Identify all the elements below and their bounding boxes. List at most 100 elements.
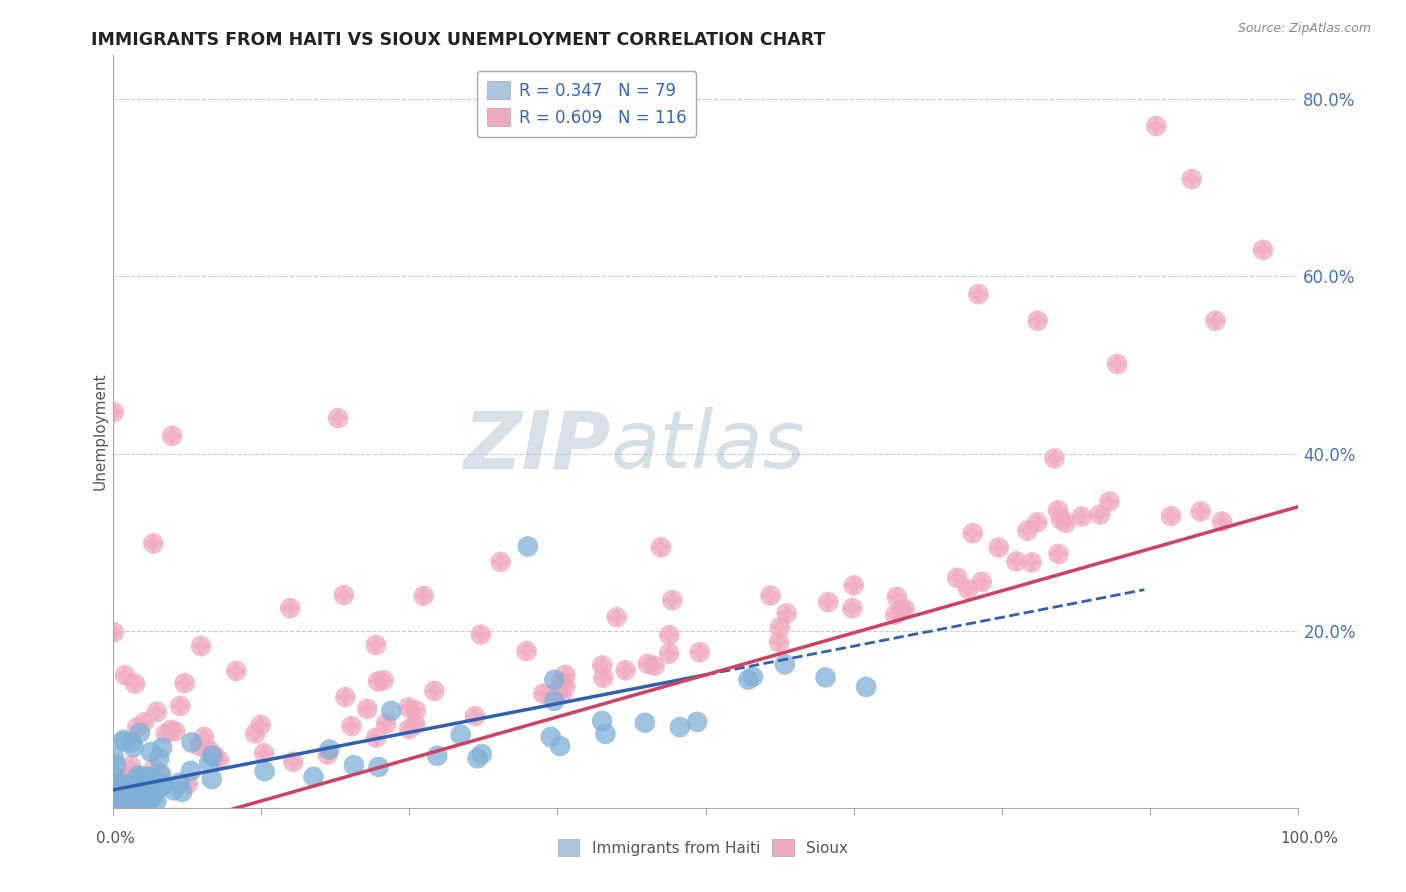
Point: [962, 526, 984, 541]
Point: [150, 740, 173, 755]
Point: [1088, 508, 1111, 522]
Point: [946, 571, 969, 585]
Point: [1251, 243, 1274, 257]
Point: [122, 771, 145, 785]
Point: [128, 726, 150, 740]
Point: [177, 777, 200, 791]
Point: [1181, 172, 1204, 186]
Point: [658, 628, 681, 642]
Point: [121, 790, 143, 805]
Point: [328, 411, 350, 425]
Point: [470, 627, 492, 641]
Point: [893, 602, 915, 616]
Point: [1160, 509, 1182, 524]
Point: [146, 705, 169, 719]
Point: [658, 647, 681, 661]
Point: [165, 724, 187, 739]
Point: [1021, 556, 1043, 570]
Point: [335, 690, 357, 705]
Point: [543, 694, 565, 708]
Point: [105, 781, 128, 796]
Text: 100.0%: 100.0%: [1281, 831, 1339, 846]
Point: [328, 411, 350, 425]
Point: [114, 668, 136, 682]
Point: [516, 540, 538, 554]
Point: [426, 748, 449, 763]
Point: [146, 777, 169, 791]
Point: [316, 747, 339, 762]
Point: [193, 730, 215, 744]
Point: [141, 792, 163, 806]
Point: [890, 603, 912, 617]
Point: [886, 590, 908, 604]
Point: [173, 676, 195, 690]
Point: [1043, 451, 1066, 466]
Point: [614, 663, 637, 677]
Point: [208, 753, 231, 767]
Point: [884, 607, 907, 622]
Point: [104, 777, 127, 791]
Point: [117, 769, 139, 783]
Point: [105, 781, 128, 796]
Point: [149, 768, 172, 782]
Point: [104, 798, 127, 813]
Point: [773, 657, 796, 672]
Point: [146, 705, 169, 719]
Point: [103, 405, 125, 419]
Text: ZIP: ZIP: [464, 408, 610, 485]
Point: [1098, 494, 1121, 508]
Point: [335, 690, 357, 705]
Point: [302, 770, 325, 784]
Point: [1026, 314, 1049, 328]
Point: [124, 797, 146, 812]
Point: [243, 726, 266, 740]
Point: [375, 716, 398, 731]
Point: [356, 702, 378, 716]
Point: [1189, 504, 1212, 518]
Point: [396, 700, 419, 714]
Point: [150, 778, 173, 792]
Point: [101, 793, 124, 807]
Point: [1054, 516, 1077, 530]
Point: [970, 574, 993, 589]
Point: [142, 787, 165, 801]
Point: [1050, 512, 1073, 526]
Point: [356, 702, 378, 716]
Point: [127, 787, 149, 801]
Point: [554, 667, 576, 681]
Point: [592, 671, 614, 685]
Point: [404, 717, 426, 731]
Point: [143, 762, 166, 776]
Point: [146, 777, 169, 791]
Point: [193, 730, 215, 744]
Point: [132, 715, 155, 730]
Point: [152, 779, 174, 793]
Legend: R = 0.347   N = 79, R = 0.609   N = 116: R = 0.347 N = 79, R = 0.609 N = 116: [477, 71, 696, 136]
Point: [637, 657, 659, 671]
Point: [412, 589, 434, 603]
Point: [103, 781, 125, 796]
Point: [841, 601, 863, 615]
Point: [886, 590, 908, 604]
Point: [531, 687, 554, 701]
Point: [404, 717, 426, 731]
Point: [340, 719, 363, 733]
Point: [122, 740, 145, 755]
Point: [201, 772, 224, 786]
Legend: Immigrants from Haiti, Sioux: Immigrants from Haiti, Sioux: [553, 833, 853, 862]
Point: [689, 645, 711, 659]
Point: [160, 723, 183, 737]
Point: [139, 745, 162, 759]
Point: [243, 726, 266, 740]
Point: [661, 593, 683, 607]
Point: [464, 709, 486, 723]
Point: [769, 620, 792, 634]
Point: [249, 718, 271, 732]
Point: [554, 680, 576, 694]
Point: [962, 526, 984, 541]
Point: [122, 785, 145, 799]
Point: [120, 758, 142, 772]
Point: [1021, 556, 1043, 570]
Point: [160, 429, 183, 443]
Point: [142, 785, 165, 799]
